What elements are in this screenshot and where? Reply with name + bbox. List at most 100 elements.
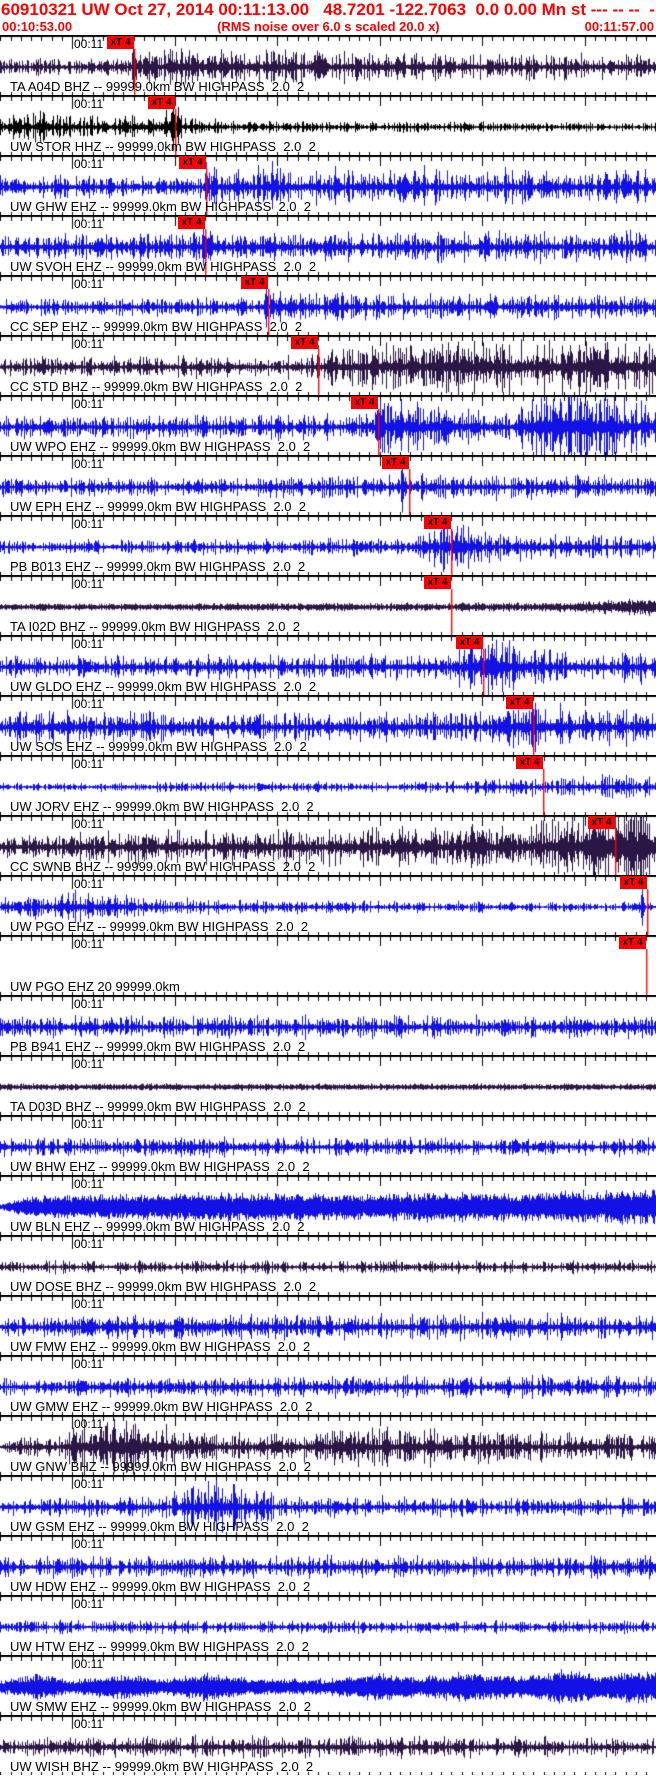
waveform-canvas[interactable]	[0, 1175, 656, 1235]
pick-flag[interactable]: xT 4	[588, 816, 615, 829]
pick-flag[interactable]: xT 4	[291, 336, 318, 349]
waveform-canvas[interactable]	[0, 815, 656, 875]
waveform-canvas[interactable]	[0, 1535, 656, 1595]
waveform-canvas[interactable]	[0, 155, 656, 215]
minute-label: 00:11	[74, 1177, 104, 1191]
time-window-bar: 00:10:53.00 (RMS noise over 6.0 s scaled…	[0, 19, 656, 34]
trace-row-hdw: 00:11 UW HDW EHZ -- 99999.0km BW HIGHPASS…	[0, 1535, 656, 1595]
waveform-canvas[interactable]	[0, 95, 656, 155]
minute-label: 00:11	[74, 937, 104, 951]
minute-label: 00:11	[74, 697, 104, 711]
rms-scale-note: (RMS noise over 6.0 s scaled 20.0 x)	[217, 19, 440, 34]
minute-label: 00:11	[74, 817, 104, 831]
station-label: UW PGO EHZ -- 99999.0km BW HIGHPASS 2.0 …	[10, 919, 309, 934]
minute-label: 00:11	[74, 37, 104, 51]
pick-flag[interactable]: xT 4	[456, 636, 483, 649]
minute-label: 00:11	[74, 1357, 104, 1371]
waveform-canvas[interactable]	[0, 995, 656, 1055]
station-label: CC SEP EHZ -- 99999.0km BW HIGHPASS 2.0 …	[10, 319, 303, 334]
waveform-canvas[interactable]	[0, 1055, 656, 1115]
station-label: UW BHW EHZ -- 99999.0km BW HIGHPASS 2.0 …	[10, 1159, 310, 1174]
waveform-canvas[interactable]	[0, 1475, 656, 1535]
trace-row-bhw: 00:11 UW BHW EHZ -- 99999.0km BW HIGHPASS…	[0, 1115, 656, 1175]
station-label: UW SOS EHZ -- 99999.0km BW HIGHPASS 2.0 …	[10, 739, 307, 754]
waveform-canvas[interactable]	[0, 1655, 656, 1715]
pick-flag[interactable]: xT 4	[241, 276, 268, 289]
trace-list: 00:11 xT 4 TA A04D BHZ -- 99999.0km BW HIG…	[0, 35, 656, 1775]
trace-row-dose: 00:11 UW DOSE BHZ -- 99999.0km BW HIGHPAS…	[0, 1235, 656, 1295]
trace-row-i02d: 00:11 xT 4 TA I02D BHZ -- 99999.0km BW HIG…	[0, 575, 656, 635]
minute-label: 00:11	[74, 277, 104, 291]
waveform-canvas[interactable]	[0, 1115, 656, 1175]
pick-flag[interactable]: xT 4	[351, 396, 378, 409]
station-label: UW GNW BHZ -- 99999.0km BW HIGHPASS 2.0 …	[10, 1459, 311, 1474]
trace-row-eph: 00:11 xT 4 UW EPH EHZ -- 99999.0km BW HIGH…	[0, 455, 656, 515]
trace-row-sep: 00:11 xT 4 CC SEP EHZ -- 99999.0km BW HIGH…	[0, 275, 656, 335]
station-label: UW PGO EHZ 20 99999.0km	[10, 979, 180, 994]
waveform-canvas[interactable]	[0, 275, 656, 335]
waveform-canvas[interactable]	[0, 875, 656, 935]
station-label: TA D03D BHZ -- 99999.0km BW HIGHPASS 2.0…	[10, 1099, 306, 1114]
waveform-canvas[interactable]	[0, 935, 656, 995]
waveform-canvas[interactable]	[0, 215, 656, 275]
trace-row-b013: 00:11 xT 4 PB B013 EHZ -- 99999.0km BW HIG…	[0, 515, 656, 575]
station-label: UW BLN EHZ -- 99999.0km BW HIGHPASS 2.0 …	[10, 1219, 305, 1234]
pick-flag[interactable]: xT 4	[178, 216, 205, 229]
waveform-canvas[interactable]	[0, 1235, 656, 1295]
pick-flag[interactable]: xT 4	[107, 36, 134, 49]
window-start-time: 00:10:53.00	[2, 19, 73, 34]
minute-label: 00:11	[74, 337, 104, 351]
station-label: CC STD BHZ -- 99999.0km BW HIGHPASS 2.0 …	[10, 379, 303, 394]
waveform-canvas[interactable]	[0, 1355, 656, 1415]
waveform-canvas[interactable]	[0, 335, 656, 395]
waveform-canvas[interactable]	[0, 1415, 656, 1475]
minute-label: 00:11	[74, 1537, 104, 1551]
minute-label: 00:11	[74, 757, 104, 771]
minute-label: 00:11	[74, 1417, 104, 1431]
pick-flag[interactable]: xT 4	[424, 516, 451, 529]
minute-label: 00:11	[74, 1477, 104, 1491]
waveform-canvas[interactable]	[0, 395, 656, 455]
pick-flag[interactable]: xT 4	[424, 576, 451, 589]
waveform-canvas[interactable]	[0, 755, 656, 815]
station-label: UW WISH BHZ -- 99999.0km BW HIGHPASS 2.0…	[10, 1759, 314, 1774]
station-label: UW GSM EHZ -- 99999.0km BW HIGHPASS 2.0 …	[10, 1519, 309, 1534]
minute-label: 00:11	[74, 1237, 104, 1251]
minute-label: 00:11	[74, 97, 104, 111]
trace-row-pgo: 00:11 xT 4 UW PGO EHZ -- 99999.0km BW HIGH…	[0, 875, 656, 935]
station-label: UW GLDO EHZ -- 99999.0km BW HIGHPASS 2.0…	[10, 679, 317, 694]
minute-label: 00:11	[74, 517, 104, 531]
waveform-canvas[interactable]	[0, 515, 656, 575]
pick-flag[interactable]: xT 4	[506, 696, 533, 709]
station-label: CC SWNB BHZ -- 99999.0km BW HIGHPASS 2.0…	[10, 859, 316, 874]
minute-label: 00:11	[74, 1057, 104, 1071]
station-label: UW FMW EHZ -- 99999.0km BW HIGHPASS 2.0 …	[10, 1339, 311, 1354]
waveform-canvas[interactable]	[0, 1295, 656, 1355]
pick-flag[interactable]: xT 4	[516, 756, 543, 769]
waveform-canvas[interactable]	[0, 1595, 656, 1655]
trace-row-d03d: 00:11 TA D03D BHZ -- 99999.0km BW HIGHPAS…	[0, 1055, 656, 1115]
minute-label: 00:11	[74, 877, 104, 891]
minute-label: 00:11	[74, 1597, 104, 1611]
waveform-canvas[interactable]	[0, 635, 656, 695]
station-label: UW JORV EHZ -- 99999.0km BW HIGHPASS 2.0…	[10, 799, 314, 814]
trace-row-b941: 00:11 PB B941 EHZ -- 99999.0km BW HIGHPAS…	[0, 995, 656, 1055]
pick-flag[interactable]: xT 4	[619, 936, 646, 949]
window-end-time: 00:11:57.00	[584, 19, 654, 34]
waveform-canvas[interactable]	[0, 695, 656, 755]
pick-flag[interactable]: xT 4	[382, 456, 409, 469]
pick-flag[interactable]: xT 4	[148, 96, 175, 109]
waveform-canvas[interactable]	[0, 1715, 656, 1775]
waveform-canvas[interactable]	[0, 575, 656, 635]
pick-flag[interactable]: xT 4	[179, 156, 206, 169]
trace-row-gmw: 00:11 UW GMW EHZ -- 99999.0km BW HIGHPASS…	[0, 1355, 656, 1415]
trace-row-ghw: 00:11 xT 4 UW GHW EHZ -- 99999.0km BW HIGH…	[0, 155, 656, 215]
pick-flag[interactable]: xT 4	[620, 876, 647, 889]
trace-row-sos: 00:11 xT 4 UW SOS EHZ -- 99999.0km BW HIGH…	[0, 695, 656, 755]
waveform-canvas[interactable]	[0, 455, 656, 515]
station-label: UW STOR HHZ -- 99999.0km BW HIGHPASS 2.0…	[10, 139, 316, 154]
trace-row-std: 00:11 xT 4 CC STD BHZ -- 99999.0km BW HIGH…	[0, 335, 656, 395]
trace-row-pgo: 00:11 xT 4 UW PGO EHZ 20 99999.0km	[0, 935, 656, 995]
station-label: UW SMW EHZ -- 99999.0km BW HIGHPASS 2.0 …	[10, 1699, 311, 1714]
